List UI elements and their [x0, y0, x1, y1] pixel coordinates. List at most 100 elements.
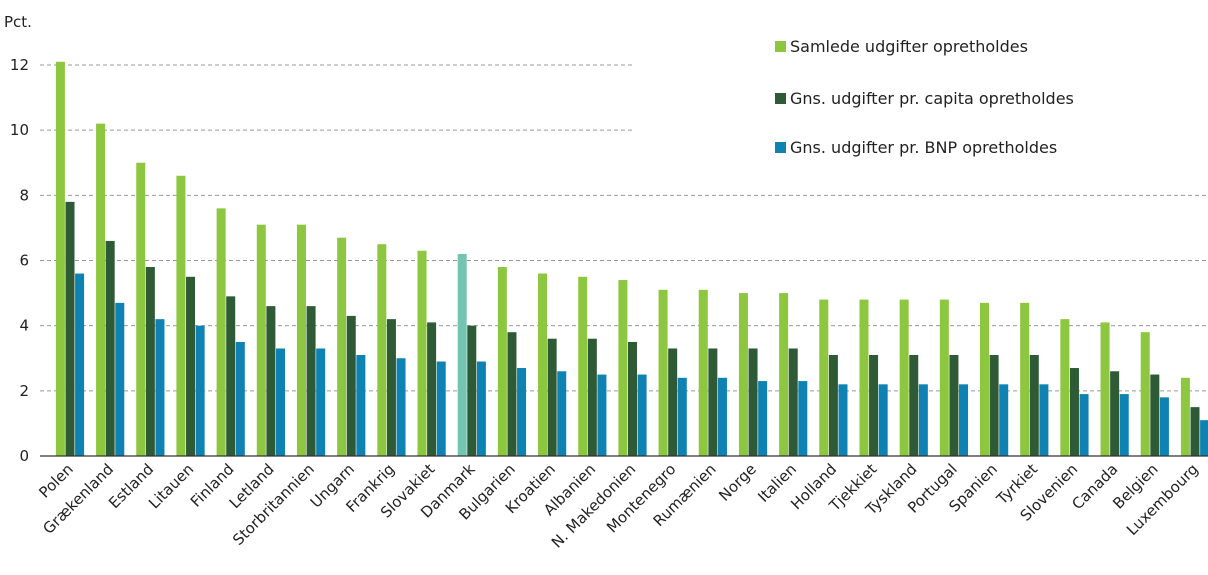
- bar: [918, 384, 928, 456]
- bar: [708, 348, 718, 456]
- bar: [337, 237, 347, 456]
- y-tick-label: 6: [19, 252, 29, 270]
- bar: [989, 354, 999, 456]
- bar: [798, 381, 808, 456]
- bar: [618, 280, 628, 456]
- bar: [256, 224, 266, 456]
- bar: [859, 299, 869, 456]
- y-tick-label: 2: [19, 382, 29, 400]
- bar: [597, 374, 607, 456]
- x-tick-labels: PolenGrækenlandEstlandLitauenFinlandLetl…: [35, 460, 1201, 552]
- bar: [587, 338, 597, 456]
- bar: [55, 61, 65, 456]
- bar: [507, 332, 517, 456]
- bar: [538, 273, 548, 456]
- bar: [1110, 371, 1120, 456]
- bar: [869, 354, 879, 456]
- legend-label: Gns. udgifter pr. capita opretholdes: [790, 89, 1074, 108]
- legend: Samlede udgifter opretholdes Gns. udgifte…: [775, 37, 1074, 157]
- x-tick-label: Litauen: [145, 460, 197, 512]
- y-axis: 0 2 4 6 8 10 12: [10, 56, 29, 465]
- bar: [346, 315, 356, 456]
- legend-swatch: [775, 93, 786, 104]
- x-tick-label: Norge: [715, 460, 760, 505]
- bar: [176, 175, 186, 457]
- bar: [878, 384, 888, 456]
- y-tick-label: 4: [19, 317, 29, 335]
- bar: [235, 341, 245, 456]
- bar: [377, 244, 387, 456]
- bar: [356, 354, 366, 456]
- bar: [668, 348, 678, 456]
- bar: [1119, 394, 1129, 456]
- bar: [1069, 368, 1079, 456]
- bar: [980, 302, 990, 456]
- bar: [999, 384, 1009, 456]
- legend-label: Samlede udgifter opretholdes: [790, 37, 1028, 56]
- bar: [658, 289, 668, 456]
- bar: [1029, 354, 1039, 456]
- legend-swatch: [775, 142, 786, 153]
- legend-label: Gns. udgifter pr. BNP opretholdes: [790, 138, 1057, 157]
- bar: [497, 267, 507, 456]
- bar: [828, 354, 838, 456]
- bar: [838, 384, 848, 456]
- bar: [959, 384, 969, 456]
- bar: [788, 348, 798, 456]
- bar: [1039, 384, 1049, 456]
- bar: [1150, 374, 1160, 456]
- bar: [386, 319, 396, 456]
- bar: [417, 250, 427, 456]
- bar: [136, 162, 146, 456]
- bar: [909, 354, 919, 456]
- y-tick-label: 12: [10, 56, 29, 74]
- bar: [698, 289, 708, 456]
- bar: [186, 276, 196, 456]
- bar: [306, 306, 316, 456]
- bar: [195, 325, 205, 456]
- bar: [226, 296, 236, 456]
- bar: [1140, 332, 1150, 456]
- bar: [275, 348, 285, 456]
- bar: [436, 361, 446, 456]
- y-tick-label: 0: [19, 447, 29, 465]
- bar: [457, 253, 467, 456]
- bar: [296, 224, 306, 456]
- y-tick-label: 8: [19, 186, 29, 204]
- bar: [75, 273, 85, 456]
- bar: [637, 374, 647, 456]
- bar: [779, 293, 789, 456]
- bar: [1200, 420, 1208, 456]
- legend-swatch: [775, 41, 786, 52]
- bar: [677, 377, 687, 456]
- y-tick-label: 10: [10, 121, 29, 139]
- bar: [738, 293, 748, 456]
- bar: [467, 325, 477, 456]
- bar: [316, 348, 326, 456]
- y-unit-label: Pct.: [4, 13, 32, 31]
- bar: [517, 368, 527, 456]
- bar: [96, 123, 106, 457]
- bar: [1060, 319, 1070, 456]
- bar: [1159, 397, 1169, 456]
- bar: [939, 299, 949, 456]
- bar: [145, 267, 155, 456]
- bar: [65, 201, 75, 456]
- bar: [819, 299, 829, 456]
- bar: [266, 306, 276, 456]
- bar: [155, 319, 165, 456]
- bar: [949, 354, 959, 456]
- bar: [547, 338, 557, 456]
- bar: [748, 348, 758, 456]
- bar: [1100, 322, 1110, 456]
- bar: [105, 240, 115, 456]
- bar: [578, 276, 588, 456]
- bar: [216, 208, 226, 456]
- bar: [628, 341, 637, 456]
- bar: [557, 371, 567, 456]
- bar: [1020, 302, 1030, 456]
- bar: [476, 361, 486, 456]
- bar: [899, 299, 909, 456]
- bar: [1079, 394, 1089, 456]
